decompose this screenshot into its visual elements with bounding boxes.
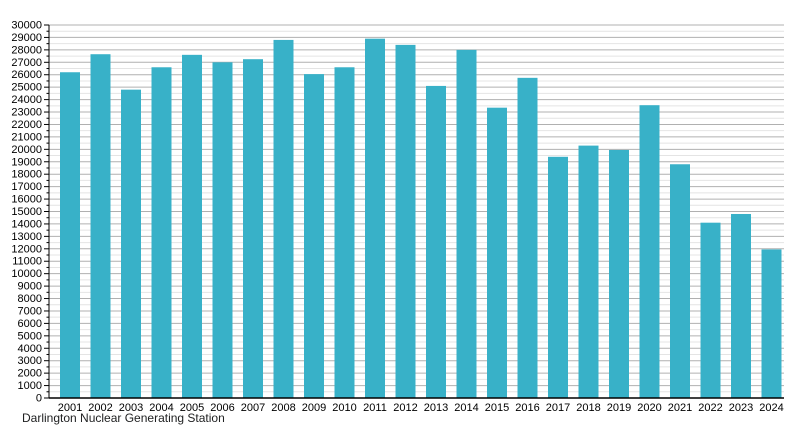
bar bbox=[487, 107, 507, 398]
y-tick-label: 15000 bbox=[11, 206, 42, 218]
bar bbox=[456, 49, 477, 398]
bar bbox=[761, 249, 782, 398]
bar bbox=[700, 222, 721, 398]
y-tick-label: 4000 bbox=[18, 343, 42, 355]
bar bbox=[670, 164, 690, 398]
chart-caption: Darlington Nuclear Generating Station bbox=[22, 411, 225, 425]
bar bbox=[548, 156, 568, 398]
x-tick-label: 2006 bbox=[210, 402, 234, 414]
y-tick-label: 29000 bbox=[11, 32, 42, 44]
x-tick-label: 2008 bbox=[271, 402, 295, 414]
bar bbox=[90, 54, 111, 399]
x-tick-label: 2005 bbox=[180, 402, 204, 414]
y-tick-label: 11000 bbox=[12, 256, 42, 268]
bar bbox=[121, 89, 141, 399]
x-tick-label: 2019 bbox=[607, 402, 631, 414]
y-tick-label: 26000 bbox=[11, 69, 42, 81]
x-tick-label: 2016 bbox=[515, 402, 539, 414]
x-tick-label: 2003 bbox=[119, 402, 143, 414]
y-tick-label: 24000 bbox=[11, 94, 42, 106]
y-tick-label: 8000 bbox=[18, 293, 42, 305]
bar bbox=[395, 44, 416, 398]
bar bbox=[304, 74, 324, 398]
x-tick-label: 2009 bbox=[302, 402, 326, 414]
y-tick-label: 10000 bbox=[11, 268, 42, 280]
bar bbox=[334, 67, 355, 399]
x-tick-label: 2022 bbox=[698, 402, 722, 414]
y-tick-label: 3000 bbox=[18, 355, 42, 367]
y-tick-label: 30000 bbox=[11, 20, 42, 32]
y-tick-label: 20000 bbox=[11, 144, 42, 156]
x-tick-label: 2018 bbox=[576, 402, 600, 414]
x-tick-label: 2001 bbox=[58, 402, 82, 414]
x-tick-label: 2012 bbox=[393, 402, 417, 414]
y-tick-label: 13000 bbox=[11, 231, 42, 243]
bar bbox=[517, 77, 538, 398]
x-tick-label: 2013 bbox=[424, 402, 448, 414]
y-tick-label: 23000 bbox=[11, 107, 42, 119]
x-tick-label: 2011 bbox=[363, 402, 387, 414]
y-tick-label: 21000 bbox=[11, 131, 42, 143]
y-tick-label: 7000 bbox=[18, 305, 42, 317]
x-tick-label: 2004 bbox=[149, 402, 173, 414]
y-tick-label: 0 bbox=[36, 393, 42, 405]
bar bbox=[731, 213, 751, 398]
bar bbox=[243, 59, 263, 399]
x-tick-label: 2023 bbox=[729, 402, 753, 414]
bar bbox=[212, 62, 233, 399]
bar bbox=[60, 72, 80, 398]
bar bbox=[609, 149, 629, 398]
y-tick-label: 9000 bbox=[18, 281, 42, 293]
bar bbox=[578, 145, 599, 398]
bar bbox=[639, 105, 660, 398]
y-tick-label: 12000 bbox=[11, 243, 42, 255]
bar bbox=[426, 85, 446, 398]
bar bbox=[273, 39, 294, 399]
y-tick-label: 17000 bbox=[11, 181, 42, 193]
y-tick-label: 2000 bbox=[18, 368, 42, 380]
x-tick-label: 2024 bbox=[759, 402, 783, 414]
y-tick-label: 14000 bbox=[11, 218, 42, 230]
y-tick-label: 5000 bbox=[18, 330, 42, 342]
y-tick-label: 1000 bbox=[18, 380, 42, 392]
x-tick-label: 2020 bbox=[637, 402, 661, 414]
y-tick-label: 19000 bbox=[11, 156, 42, 168]
x-tick-label: 2002 bbox=[88, 402, 112, 414]
x-tick-label: 2017 bbox=[546, 402, 570, 414]
y-tick-label: 6000 bbox=[18, 318, 42, 330]
y-tick-label: 27000 bbox=[11, 57, 42, 69]
bar bbox=[365, 38, 385, 398]
y-tick-label: 22000 bbox=[11, 119, 42, 131]
y-tick-label: 25000 bbox=[11, 82, 42, 94]
x-tick-label: 2015 bbox=[485, 402, 509, 414]
bar bbox=[182, 54, 202, 399]
bar bbox=[151, 67, 172, 399]
y-tick-label: 16000 bbox=[11, 194, 42, 206]
x-tick-label: 2014 bbox=[454, 402, 478, 414]
y-tick-label: 28000 bbox=[11, 44, 42, 56]
x-tick-label: 2010 bbox=[332, 402, 356, 414]
x-tick-label: 2007 bbox=[241, 402, 265, 414]
y-tick-label: 18000 bbox=[11, 169, 42, 181]
x-tick-label: 2021 bbox=[668, 402, 692, 414]
